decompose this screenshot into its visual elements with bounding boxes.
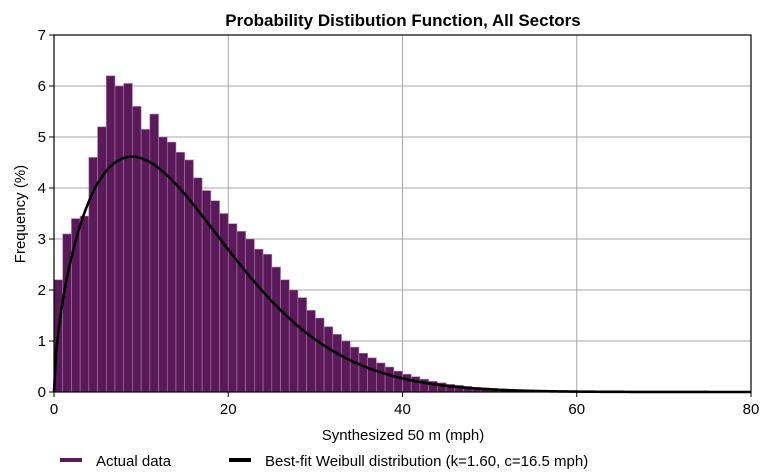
y-tick-label: 6 <box>38 78 46 95</box>
y-tick-label: 7 <box>38 27 46 44</box>
bar <box>402 373 412 393</box>
y-tick-label: 1 <box>38 333 46 350</box>
y-axis-label: Frequency (%) <box>12 165 29 263</box>
bar <box>114 85 125 393</box>
bar <box>306 310 316 393</box>
bar <box>254 248 264 393</box>
y-tick-label: 2 <box>38 282 46 299</box>
bar <box>410 376 421 393</box>
y-axis-ticks: 0 1 2 3 4 5 6 7 <box>38 27 54 401</box>
y-tick-label: 5 <box>38 129 46 146</box>
legend-label-actual-data: Actual data <box>96 453 172 470</box>
legend-label-weibull: Best-fit Weibull distribution (k=1.60, c… <box>265 453 588 470</box>
y-tick-label: 4 <box>38 180 46 197</box>
bar <box>288 289 299 393</box>
bar <box>315 317 325 393</box>
bar <box>140 129 151 393</box>
bar <box>367 357 377 393</box>
chart-title: Probability Distibution Function, All Se… <box>225 11 580 30</box>
bar <box>376 362 386 393</box>
bar <box>123 83 133 393</box>
x-tick-label: 40 <box>394 401 411 418</box>
x-axis-ticks: 0 20 40 60 80 <box>50 392 760 418</box>
bar <box>236 231 246 393</box>
bar <box>280 279 290 393</box>
x-tick-label: 0 <box>50 401 58 418</box>
bar <box>393 370 403 393</box>
bar <box>132 106 142 393</box>
bar <box>149 113 159 393</box>
y-tick-label: 0 <box>38 384 46 401</box>
bar <box>262 254 273 393</box>
x-tick-label: 20 <box>220 401 237 418</box>
bar <box>227 223 238 393</box>
x-tick-label: 60 <box>568 401 585 418</box>
bar <box>384 366 395 393</box>
bar <box>332 334 342 393</box>
bar <box>97 126 107 393</box>
x-axis-label: Synthesized 50 m (mph) <box>322 427 485 444</box>
bar <box>297 297 307 393</box>
x-tick-label: 80 <box>743 401 760 418</box>
bar <box>341 340 351 393</box>
bar <box>323 326 334 393</box>
bar <box>79 215 90 393</box>
y-tick-label: 3 <box>38 231 46 248</box>
legend: Actual data Best-fit Weibull distributio… <box>60 453 588 470</box>
bar <box>271 266 281 393</box>
bar <box>105 75 116 393</box>
bar <box>349 346 360 393</box>
bar <box>358 352 368 393</box>
bar <box>245 238 255 393</box>
